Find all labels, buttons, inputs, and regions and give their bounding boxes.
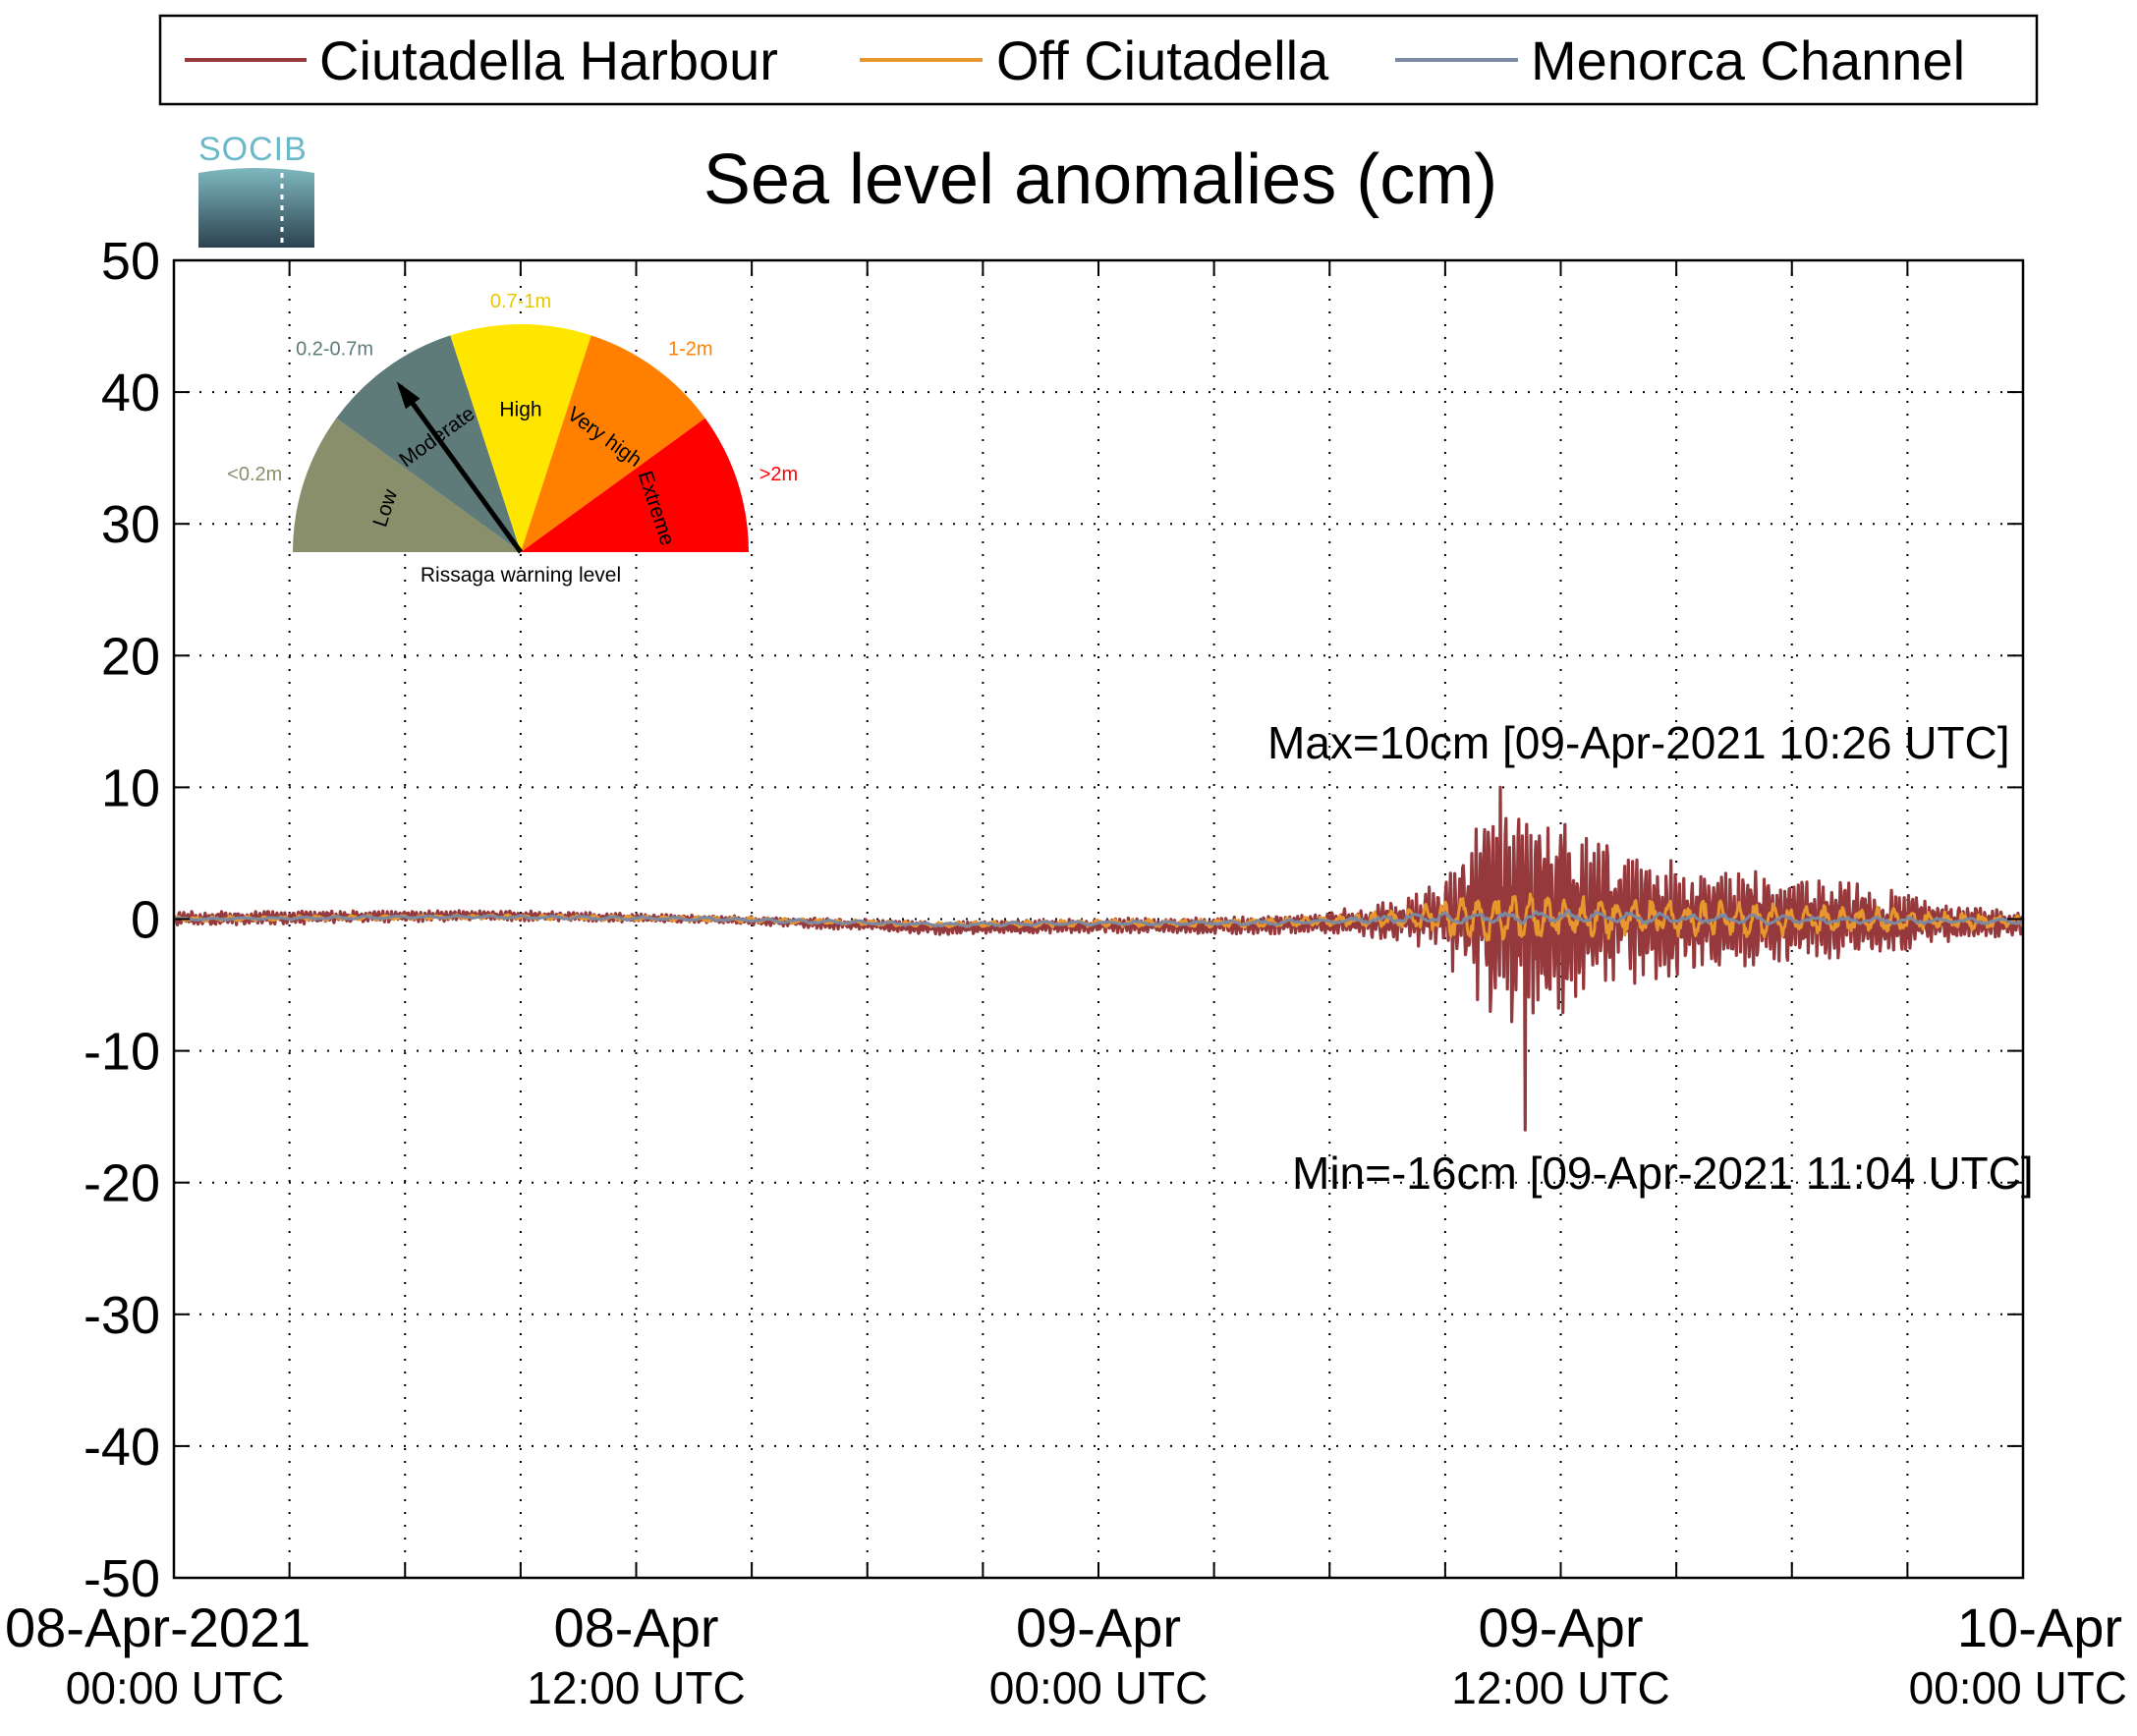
gauge-segment-very-high	[521, 335, 705, 552]
gauge-segment-moderate	[336, 335, 521, 552]
y-tick-label: -40	[84, 1418, 160, 1477]
x-tick-label-date: 09-Apr	[1016, 1596, 1181, 1658]
legend-label-off-ciutadella: Off Ciutadella	[996, 29, 1329, 91]
x-tick-label-time: 12:00 UTC	[1451, 1662, 1669, 1713]
logo-wave-icon	[198, 168, 314, 248]
y-tick-label: -10	[84, 1023, 160, 1082]
gauge-segment-extreme	[521, 418, 749, 552]
gauge-range-label: 0.7-1m	[490, 291, 551, 312]
x-tick-label-date: 08-Apr-2021	[5, 1596, 310, 1658]
socib-logo: SOCIB	[198, 131, 314, 248]
x-tick-label-date: 08-Apr	[553, 1596, 718, 1658]
x-tick-label-date: 10-Apr	[1957, 1596, 2122, 1658]
max-annotation: Max=10cm [09-Apr-2021 10:26 UTC]	[1267, 717, 2010, 768]
y-tick-label: 50	[101, 232, 160, 291]
x-tick-label-time: 00:00 UTC	[66, 1662, 284, 1713]
x-tick-label-time: 00:00 UTC	[989, 1662, 1208, 1713]
y-tick-label: -30	[84, 1286, 160, 1345]
y-tick-label: 0	[131, 891, 160, 950]
y-axis-tick-labels: -50 -40 -30 -20 -10 0 10 20 30 40 50	[84, 232, 160, 1608]
x-tick-label-time: 00:00 UTC	[1909, 1662, 2127, 1713]
gauge-range-label: 0.2-0.7m	[296, 339, 373, 361]
logo-text: SOCIB	[198, 131, 308, 168]
x-tick-label-time: 12:00 UTC	[527, 1662, 745, 1713]
legend: Ciutadella Harbour Off Ciutadella Menorc…	[158, 14, 2039, 106]
gauge-needle-arrowhead-icon	[396, 381, 421, 410]
chart-title: Sea level anomalies (cm)	[703, 140, 1497, 219]
gauge-range-label: <0.2m	[227, 464, 282, 485]
gauge-needle	[398, 384, 524, 554]
gauge-range-label: >2m	[759, 464, 798, 485]
legend-box	[158, 14, 2039, 106]
series-line-menorca-channel	[173, 909, 2024, 928]
gauge-segment-low	[293, 418, 521, 552]
y-tick-label: -50	[84, 1549, 160, 1608]
y-tick-label: -20	[84, 1154, 160, 1213]
gauge-segment-high	[450, 324, 591, 552]
rissaga-warning-gauge: Rissaga warning level Low<0.2mModerate0.…	[227, 291, 798, 587]
gauge-label: High	[499, 399, 541, 421]
series-lines	[173, 785, 2025, 1132]
axis-ticks	[173, 259, 2024, 1579]
gauge-range-label: 1-2m	[668, 339, 713, 361]
min-annotation: Min=-16cm [09-Apr-2021 11:04 UTC]	[1292, 1148, 2034, 1199]
y-tick-label: 10	[101, 758, 160, 817]
y-tick-label: 20	[101, 627, 160, 686]
legend-label-ciutadella-harbour: Ciutadella Harbour	[319, 29, 778, 91]
x-tick-label-date: 09-Apr	[1478, 1596, 1643, 1658]
y-tick-label: 40	[101, 364, 160, 422]
gauge-caption: Rissaga warning level	[421, 564, 621, 587]
legend-label-menorca-channel: Menorca Channel	[1531, 29, 1965, 91]
y-tick-label: 30	[101, 495, 160, 554]
